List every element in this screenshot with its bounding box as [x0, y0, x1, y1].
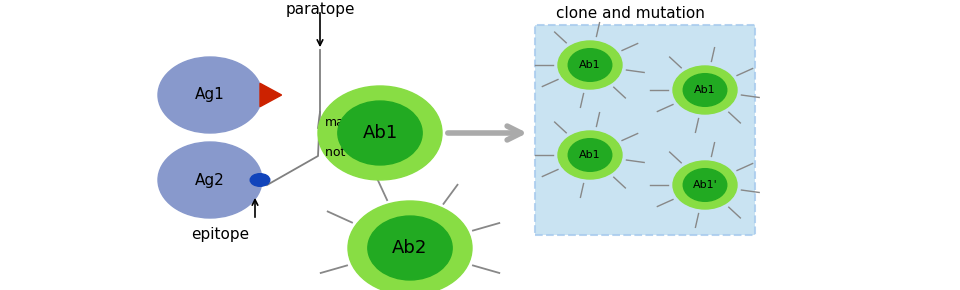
Text: Ab2: Ab2	[393, 239, 428, 257]
Text: Ag2: Ag2	[195, 173, 225, 188]
Text: Ab1: Ab1	[579, 150, 601, 160]
Text: Ab1: Ab1	[362, 124, 397, 142]
Ellipse shape	[684, 169, 727, 201]
Ellipse shape	[568, 139, 612, 171]
Ellipse shape	[368, 216, 452, 280]
Ellipse shape	[348, 201, 472, 290]
Text: match: match	[325, 115, 365, 128]
Ellipse shape	[318, 86, 442, 180]
Text: paratope: paratope	[285, 2, 355, 17]
Ellipse shape	[568, 49, 612, 81]
Text: Ab1: Ab1	[579, 60, 601, 70]
Polygon shape	[260, 83, 281, 107]
Ellipse shape	[673, 66, 737, 114]
Ellipse shape	[684, 74, 727, 106]
Ellipse shape	[558, 131, 622, 179]
Ellipse shape	[338, 101, 422, 165]
FancyBboxPatch shape	[535, 25, 755, 235]
Ellipse shape	[673, 161, 737, 209]
Text: clone and mutation: clone and mutation	[556, 6, 705, 21]
Text: epitope: epitope	[191, 227, 249, 242]
Ellipse shape	[158, 142, 262, 218]
Text: Ab1: Ab1	[694, 85, 716, 95]
Text: Ag1: Ag1	[195, 88, 225, 102]
Ellipse shape	[251, 174, 270, 186]
Text: Ab1': Ab1'	[692, 180, 717, 190]
Text: not match: not match	[325, 146, 389, 159]
Ellipse shape	[558, 41, 622, 89]
Ellipse shape	[158, 57, 262, 133]
